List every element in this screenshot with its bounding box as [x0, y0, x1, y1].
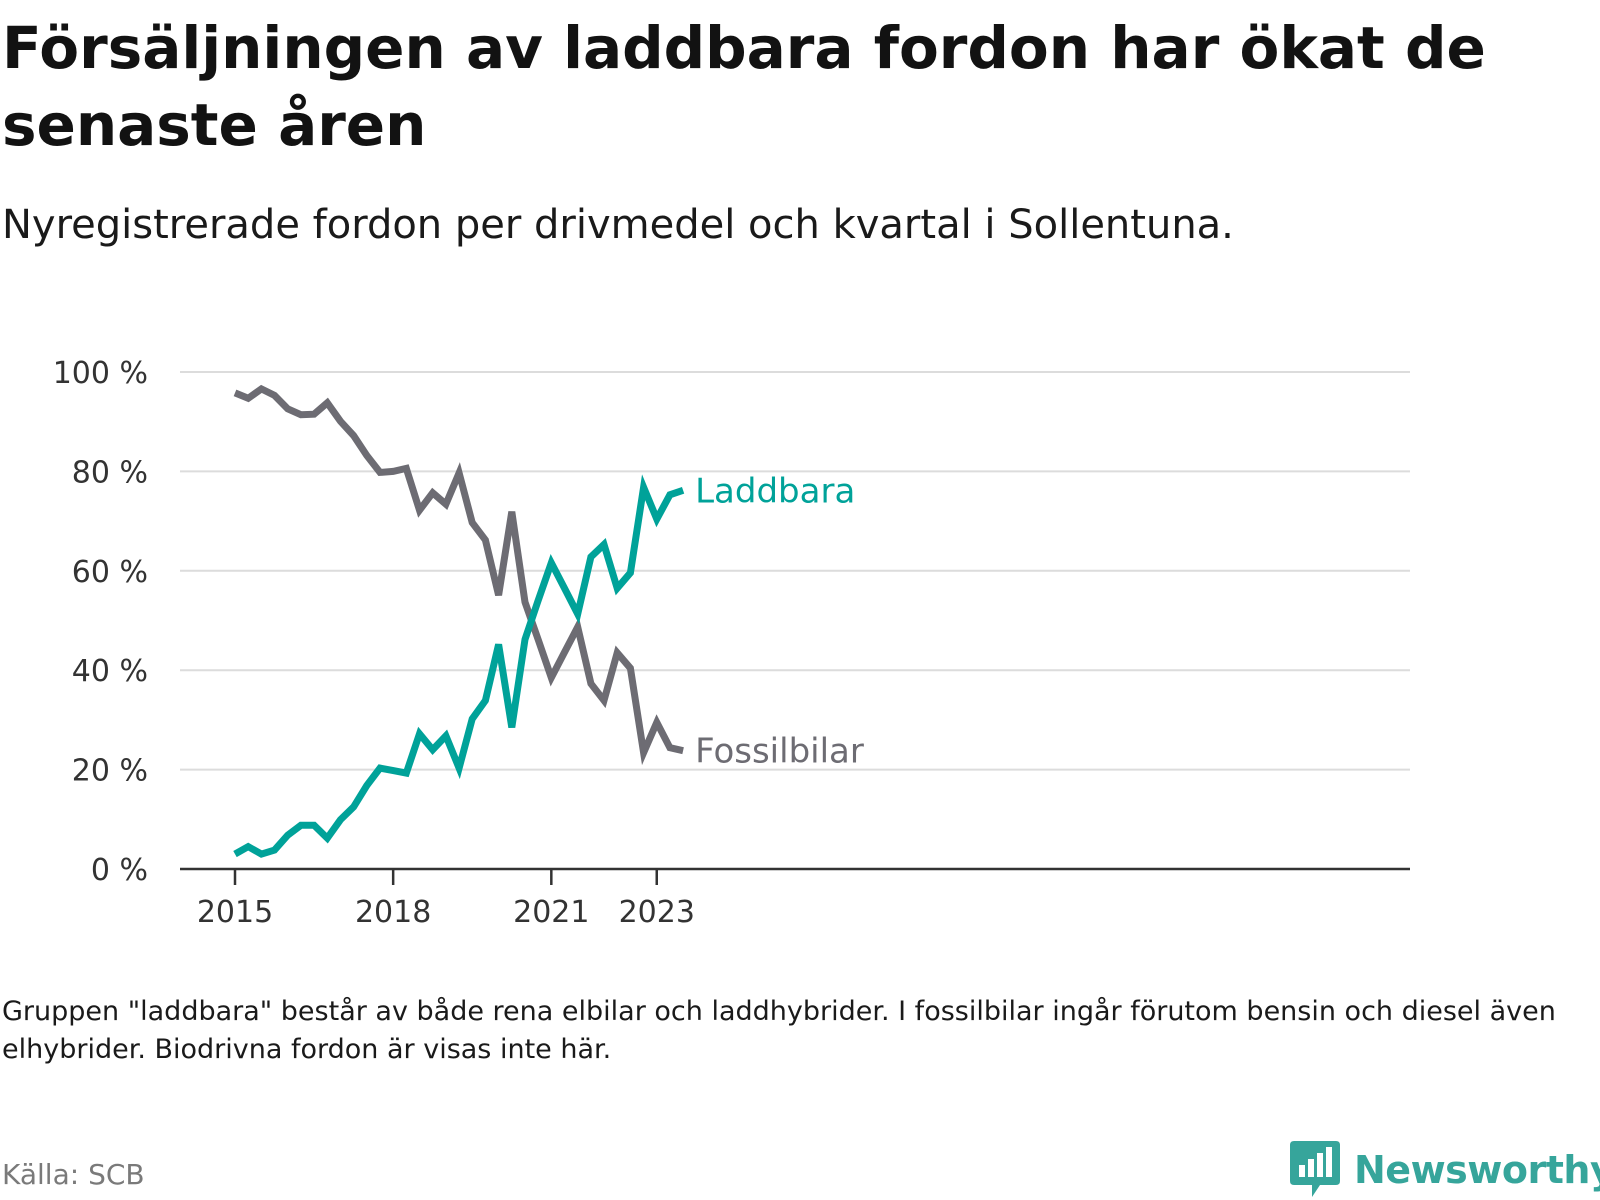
chart-footnote: Gruppen "laddbara" består av både rena e…: [2, 996, 1556, 1065]
newsworthy-icon: [1290, 1141, 1340, 1197]
y-tick-label: 80 %: [72, 455, 148, 490]
series-label-fossilbilar: Fossilbilar: [695, 732, 864, 772]
x-tick-label: 2021: [513, 895, 589, 930]
y-tick-label: 0 %: [91, 853, 148, 888]
y-tick-label: 100 %: [53, 356, 148, 391]
y-tick-label: 20 %: [72, 754, 148, 789]
series-line-laddbara: [233, 474, 685, 858]
source-credit: Källa: SCB: [2, 1158, 145, 1191]
series-label-laddbara: Laddbara: [695, 471, 855, 511]
newsworthy-logo[interactable]: Newsworthy: [1290, 1140, 1600, 1200]
y-tick-label: 40 %: [72, 654, 148, 689]
chart-title: Försäljningen av laddbara fordon har öka…: [2, 14, 1486, 159]
y-tick-label: 60 %: [72, 555, 148, 590]
x-tick-label: 2023: [619, 895, 695, 930]
x-tick-label: 2015: [197, 895, 273, 930]
x-tick-label: 2018: [355, 895, 431, 930]
series-line-fossilbilar: [233, 384, 684, 766]
chart-subtitle: Nyregistrerade fordon per drivmedel och …: [2, 202, 1234, 248]
brand-name: Newsworthy: [1354, 1148, 1600, 1192]
line-chart: 0 % 20 % 40 % 60 % 80 % 100 % 2015 2018 2021 2023…: [53, 356, 1410, 930]
